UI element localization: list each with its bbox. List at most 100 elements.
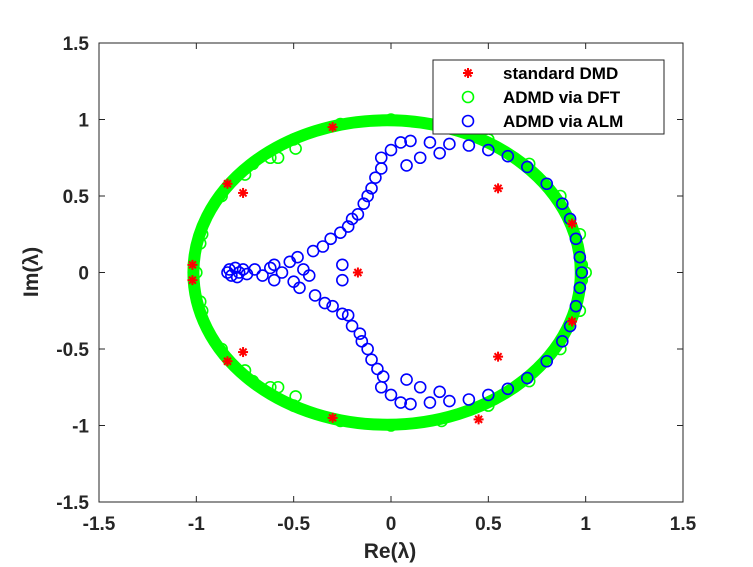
admd-via-dft-point-26 (289, 142, 302, 155)
y-tick-label: -1 (72, 417, 89, 438)
admd-via-dft-point-20 (215, 342, 228, 356)
admd-via-alm-point-2 (225, 269, 238, 282)
legend-label-standard-dmd: standard DMD (503, 64, 618, 83)
admd-via-dft-point-28 (271, 151, 285, 165)
y-tick-label: 0.5 (63, 187, 90, 208)
admd-via-alm-point-11 (267, 258, 281, 272)
x-axis-label: Re(λ) (364, 540, 417, 563)
admd-via-alm-point-37 (369, 171, 382, 184)
admd-via-alm-point-81 (302, 269, 316, 282)
standard-dmd-point-5 (567, 218, 578, 229)
admd-via-alm-point-77 (400, 373, 413, 386)
admd-via-alm-point-10 (264, 261, 277, 275)
admd-via-alm-point-16 (293, 281, 306, 295)
x-tick-label: -1 (188, 514, 205, 535)
admd-via-alm-point-57 (501, 149, 515, 163)
admd-via-alm-point-23 (334, 226, 347, 240)
admd-via-dft-point-0 (579, 266, 592, 279)
admd-via-alm-point-19 (316, 240, 330, 253)
standard-dmd-point-1 (238, 347, 249, 358)
admd-via-dft-point-22 (195, 304, 209, 318)
admd-via-dft-point-17 (246, 157, 260, 171)
admd-via-dft-point-11 (384, 113, 398, 126)
admd-via-dft-point-5 (522, 157, 536, 171)
x-tick-label: 1.5 (670, 514, 697, 535)
standard-dmd-point-12 (473, 414, 484, 425)
y-axis-label: Im(λ) (20, 247, 43, 297)
standard-dmd-point-14 (327, 412, 338, 423)
legend-marker-admd-dft (461, 90, 475, 104)
admd-via-alm-point-69 (573, 250, 587, 264)
x-tick-label: 0.5 (475, 514, 502, 535)
admd-via-alm-point-36 (365, 353, 378, 367)
legend-marker-admd-alm (461, 114, 475, 128)
admd-via-dft-point-25 (193, 295, 207, 308)
admd-via-alm-point-59 (520, 160, 534, 174)
admd-via-alm-point-53 (462, 139, 476, 152)
admd-via-alm-point-9 (256, 269, 269, 282)
x-tick-label: -1.5 (83, 514, 116, 535)
admd-via-dft-point-31 (238, 364, 252, 377)
admd-via-alm-point-43 (384, 143, 398, 157)
admd-via-dft-point-30 (238, 168, 252, 181)
admd-via-alm-point-8 (248, 263, 262, 276)
admd-via-alm-point-76 (400, 159, 413, 172)
admd-via-alm-point-28 (345, 319, 359, 333)
standard-dmd-point-4 (352, 267, 363, 278)
admd-via-dft-point-6 (522, 374, 536, 388)
admd-via-dft-point-27 (289, 390, 302, 403)
admd-via-dft-point-29 (271, 380, 285, 394)
admd-via-alm-point-46 (394, 396, 408, 409)
legend-markers (461, 68, 475, 128)
admd-via-alm-point-26 (341, 309, 355, 322)
admd-via-dft-point-12 (384, 419, 398, 432)
legend-label-admd-alm: ADMD via ALM (503, 112, 623, 131)
admd-via-alm-point-30 (353, 327, 367, 341)
standard-dmd-point-6 (567, 316, 578, 327)
admd-via-alm-point-18 (308, 289, 322, 302)
y-tick-label: 0 (78, 264, 89, 285)
admd-via-alm-point-29 (351, 208, 365, 221)
admd-via-alm-point-71 (575, 266, 589, 279)
plot-area (187, 113, 592, 432)
admd-via-alm-point-70 (573, 281, 587, 295)
admd-via-dft-point-35 (575, 273, 589, 287)
admd-via-alm-point-45 (394, 136, 408, 149)
admd-via-alm-point-22 (326, 299, 339, 313)
standard-dmd-point-10 (222, 356, 233, 367)
admd-via-dft-point-33 (264, 380, 277, 394)
standard-dmd-point-7 (187, 259, 198, 270)
admd-via-alm-point-54 (462, 393, 476, 406)
x-tick-label: 1 (580, 514, 591, 535)
admd-via-alm-point-73 (413, 380, 427, 394)
admd-via-dft-point-4 (554, 342, 567, 356)
admd-via-alm-point-68 (569, 299, 583, 313)
admd-via-dft-point-21 (195, 227, 209, 241)
y-tick-label: -1.5 (56, 493, 89, 514)
admd-via-alm-point-58 (501, 382, 515, 396)
x-tick-label: 0 (386, 514, 397, 535)
legend-label-admd-dft: ADMD via DFT (503, 88, 621, 107)
admd-via-alm-point-62 (540, 354, 554, 368)
admd-via-alm-point-60 (520, 371, 534, 385)
admd-via-alm-point-64 (556, 335, 569, 348)
admd-via-alm-point-44 (384, 388, 398, 402)
admd-via-alm-point-52 (443, 394, 456, 408)
y-tick-label: -0.5 (56, 340, 89, 361)
admd-via-alm-point-24 (336, 307, 349, 321)
admd-via-alm-point-5 (232, 266, 246, 279)
admd-via-alm-point-33 (361, 189, 374, 203)
admd-via-dft-point-32 (264, 151, 277, 165)
admd-via-dft-point-18 (246, 374, 260, 388)
admd-via-alm-point-67 (569, 232, 583, 246)
admd-via-alm-point-35 (365, 182, 378, 195)
admd-via-alm-point-78 (336, 258, 349, 272)
admd-via-alm-point-72 (413, 151, 427, 165)
admd-via-dft-point-10 (435, 414, 448, 428)
legend: standard DMD ADMD via DFT ADMD via ALM (432, 59, 665, 135)
admd-via-alm-point-75 (433, 385, 446, 399)
legend-marker-standard-dmd (463, 68, 473, 78)
standard-dmd-point-2 (493, 183, 504, 194)
admd-via-alm-point-51 (443, 137, 456, 151)
